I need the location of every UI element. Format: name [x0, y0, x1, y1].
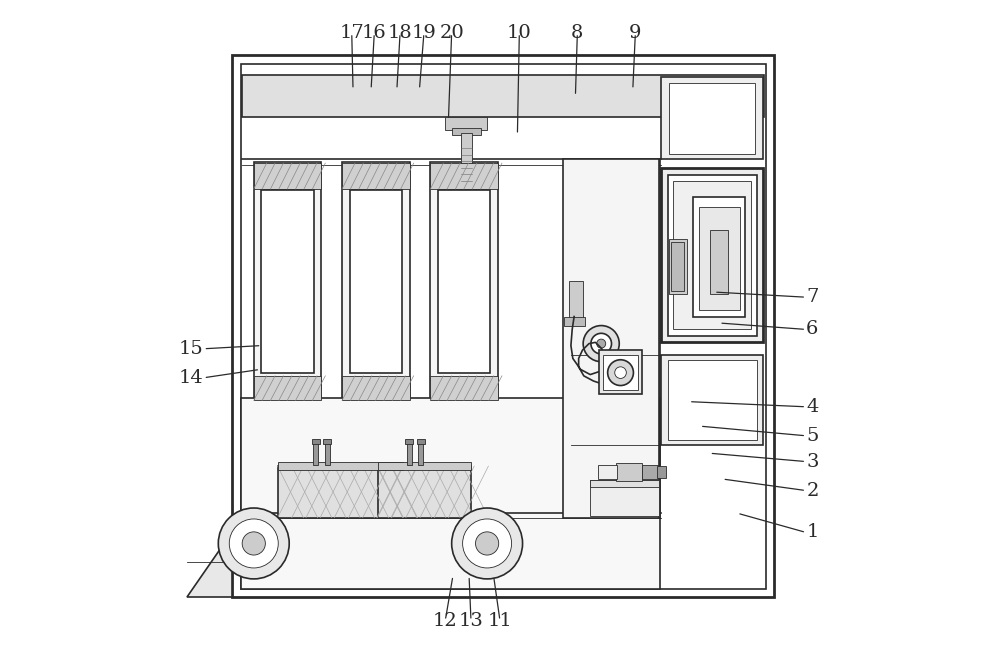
Bar — [405, 439, 413, 444]
Bar — [254, 376, 321, 401]
Bar — [668, 174, 757, 336]
Text: 8: 8 — [571, 24, 584, 42]
Bar — [232, 56, 774, 597]
Text: 20: 20 — [439, 24, 464, 42]
Bar — [661, 355, 763, 446]
Bar — [350, 189, 402, 373]
Bar — [673, 181, 751, 329]
Bar — [342, 162, 410, 401]
Bar — [616, 463, 642, 481]
Bar — [603, 355, 638, 390]
Bar — [438, 189, 490, 373]
Bar — [669, 239, 687, 294]
Bar — [459, 195, 474, 207]
Bar — [699, 207, 740, 310]
Circle shape — [583, 326, 619, 362]
Text: 2: 2 — [806, 482, 819, 499]
Text: 13: 13 — [459, 612, 483, 630]
Bar — [278, 466, 403, 517]
Bar — [313, 443, 318, 465]
Text: 10: 10 — [507, 24, 532, 42]
Text: 7: 7 — [806, 288, 819, 306]
Bar — [417, 439, 425, 444]
Bar — [278, 463, 403, 470]
Bar — [378, 466, 471, 517]
Bar — [569, 281, 583, 323]
Bar — [598, 465, 617, 479]
Circle shape — [229, 519, 278, 568]
Text: 12: 12 — [433, 612, 458, 630]
Text: 19: 19 — [411, 24, 436, 42]
Bar — [254, 162, 321, 401]
Circle shape — [476, 532, 499, 555]
Bar — [342, 376, 410, 401]
Bar — [445, 117, 487, 130]
Bar — [430, 162, 498, 401]
Circle shape — [591, 333, 612, 354]
Text: 14: 14 — [179, 369, 203, 387]
Text: 18: 18 — [388, 24, 412, 42]
Bar — [661, 78, 763, 159]
Text: 5: 5 — [806, 427, 819, 445]
Bar — [564, 317, 585, 326]
Text: 6: 6 — [806, 320, 819, 339]
Circle shape — [242, 532, 265, 555]
Bar — [671, 242, 684, 291]
Circle shape — [615, 367, 626, 379]
Bar — [693, 197, 745, 317]
Bar — [312, 439, 320, 444]
Circle shape — [597, 339, 606, 348]
Bar — [418, 443, 423, 465]
Circle shape — [463, 519, 512, 568]
Bar — [642, 465, 658, 479]
Text: 3: 3 — [806, 453, 819, 470]
Bar — [599, 350, 642, 394]
Text: 1: 1 — [806, 523, 819, 541]
Bar — [430, 163, 498, 189]
Bar — [661, 169, 763, 342]
Text: 17: 17 — [339, 24, 364, 42]
Text: 16: 16 — [362, 24, 387, 42]
Bar — [242, 75, 764, 117]
Bar — [563, 159, 659, 518]
Bar — [261, 189, 314, 373]
Circle shape — [608, 360, 633, 386]
Bar — [323, 439, 331, 444]
Bar — [710, 229, 728, 294]
Bar — [241, 399, 660, 589]
Bar — [342, 163, 410, 189]
Polygon shape — [187, 532, 232, 597]
Text: 15: 15 — [179, 340, 203, 358]
Circle shape — [218, 508, 289, 579]
Circle shape — [452, 508, 523, 579]
Bar — [430, 376, 498, 401]
Bar — [457, 179, 476, 197]
Bar — [254, 163, 321, 189]
Bar — [378, 463, 471, 470]
Bar — [590, 479, 659, 487]
Bar — [668, 360, 757, 441]
Text: 9: 9 — [629, 24, 642, 42]
Bar — [669, 83, 755, 154]
Bar — [657, 466, 666, 477]
Bar — [590, 480, 659, 516]
Text: 11: 11 — [488, 612, 512, 630]
Bar — [407, 443, 412, 465]
Bar — [452, 129, 481, 135]
Text: 4: 4 — [806, 398, 819, 416]
Bar — [461, 133, 472, 181]
Bar — [241, 64, 766, 589]
Bar — [325, 443, 330, 465]
